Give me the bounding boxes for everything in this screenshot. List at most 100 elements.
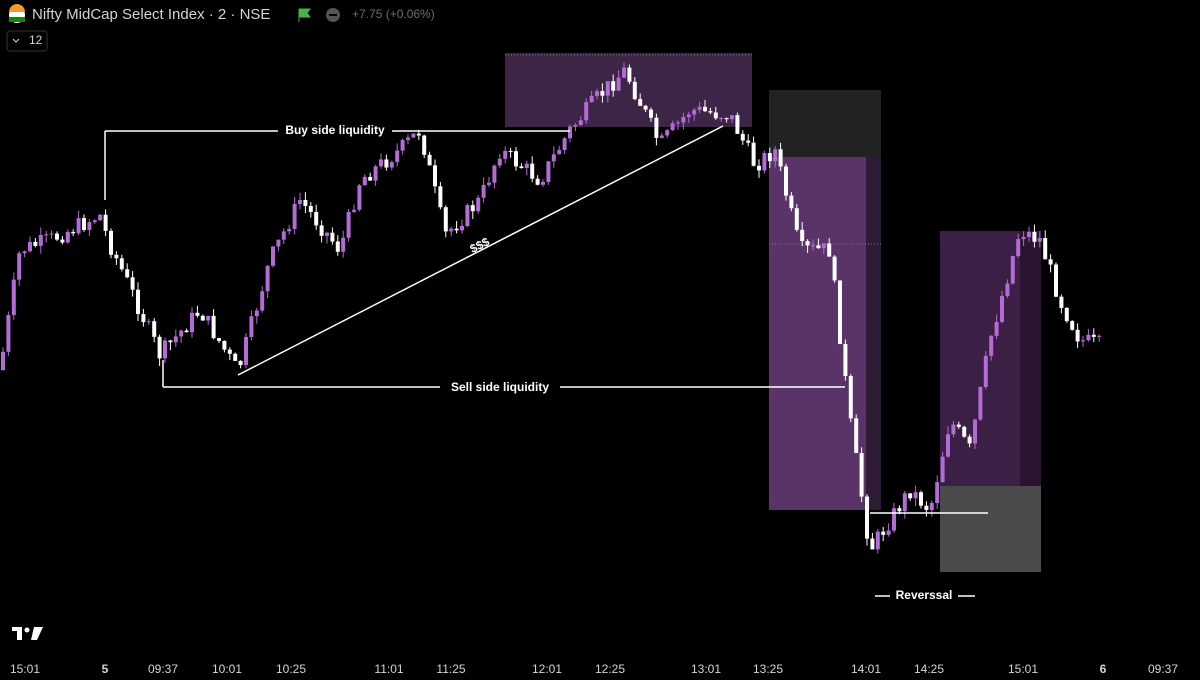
target-zone — [769, 157, 866, 510]
candle — [206, 315, 211, 321]
candle — [983, 355, 988, 387]
candle — [325, 232, 329, 236]
time-label: 11:01 — [374, 662, 403, 676]
candle — [281, 231, 286, 240]
candle — [551, 154, 556, 162]
candle — [65, 231, 70, 243]
candle — [557, 150, 562, 155]
candle — [1081, 340, 1085, 342]
candle — [541, 181, 545, 185]
candle — [227, 349, 232, 354]
candle — [114, 254, 119, 259]
candle — [1000, 296, 1004, 322]
candle — [708, 111, 713, 113]
candle — [357, 185, 362, 210]
time-label: 12:01 — [532, 662, 562, 676]
candle — [1043, 238, 1048, 260]
candle — [184, 330, 189, 333]
candle — [989, 335, 994, 356]
stop-zone — [769, 90, 881, 157]
candle — [314, 211, 319, 226]
candle — [713, 112, 718, 119]
candle — [487, 182, 491, 185]
candle — [55, 233, 59, 240]
candle — [103, 214, 108, 231]
candle — [319, 225, 324, 236]
candle — [659, 135, 664, 138]
premium-zone — [505, 53, 752, 127]
candle — [632, 81, 637, 100]
candle — [427, 154, 432, 166]
candle — [562, 138, 567, 151]
flag — [298, 8, 311, 22]
candle — [1086, 334, 1091, 341]
candle — [341, 237, 346, 252]
candle — [946, 434, 950, 457]
candle — [238, 360, 243, 366]
candle — [1097, 335, 1102, 337]
candle — [335, 241, 340, 252]
candle — [44, 234, 49, 236]
time-label: 13:25 — [753, 662, 783, 676]
candle — [411, 133, 416, 138]
candle — [838, 280, 842, 344]
candle — [157, 336, 162, 359]
candle — [784, 166, 788, 196]
candle — [254, 310, 259, 317]
candle — [730, 115, 734, 120]
candle — [330, 232, 335, 242]
candle — [249, 316, 254, 337]
flag-icon — [9, 17, 25, 22]
candle — [92, 220, 97, 223]
candle — [508, 150, 513, 152]
interval-button[interactable] — [6, 30, 48, 52]
candle — [902, 493, 907, 512]
long-stop-zone — [940, 486, 1041, 572]
candle — [973, 419, 977, 444]
candle — [681, 116, 686, 123]
candle — [595, 91, 599, 96]
time-label: 15:01 — [1008, 662, 1038, 676]
candle — [919, 492, 923, 506]
candle — [535, 178, 540, 185]
candle — [735, 115, 740, 134]
candle — [422, 135, 427, 155]
candle — [638, 99, 643, 106]
candle — [33, 241, 38, 246]
candle — [773, 149, 778, 162]
time-label: 09:37 — [148, 662, 178, 676]
candle — [740, 133, 745, 141]
time-axis: 15:01 5 09:37 10:01 10:25 11:01 11:25 12:01 12:2… — [10, 662, 1178, 676]
time-label: 14:25 — [914, 662, 944, 676]
candle — [827, 243, 832, 257]
candle — [265, 265, 270, 292]
candle — [1070, 321, 1075, 330]
candle — [622, 67, 626, 78]
candle — [778, 149, 783, 167]
candle — [71, 231, 76, 234]
trendline — [237, 125, 724, 376]
candle — [271, 246, 275, 266]
time-label: 13:01 — [691, 662, 721, 676]
candle — [913, 492, 918, 499]
candle — [1005, 283, 1010, 297]
candle — [605, 81, 610, 96]
candle — [751, 142, 756, 166]
candle — [881, 531, 886, 535]
candle — [109, 230, 113, 255]
candle — [757, 165, 761, 171]
interval[interactable]: 12 — [29, 33, 43, 47]
candle — [130, 277, 135, 290]
status-icon — [329, 14, 337, 16]
candle — [573, 124, 578, 127]
candle — [379, 159, 383, 167]
candle — [190, 312, 194, 333]
candle — [897, 508, 902, 512]
zones — [505, 53, 1041, 572]
candle — [929, 503, 934, 511]
candle — [503, 150, 508, 159]
time-label: 6 — [1100, 662, 1107, 676]
candle — [1054, 264, 1058, 297]
candle — [848, 375, 853, 419]
